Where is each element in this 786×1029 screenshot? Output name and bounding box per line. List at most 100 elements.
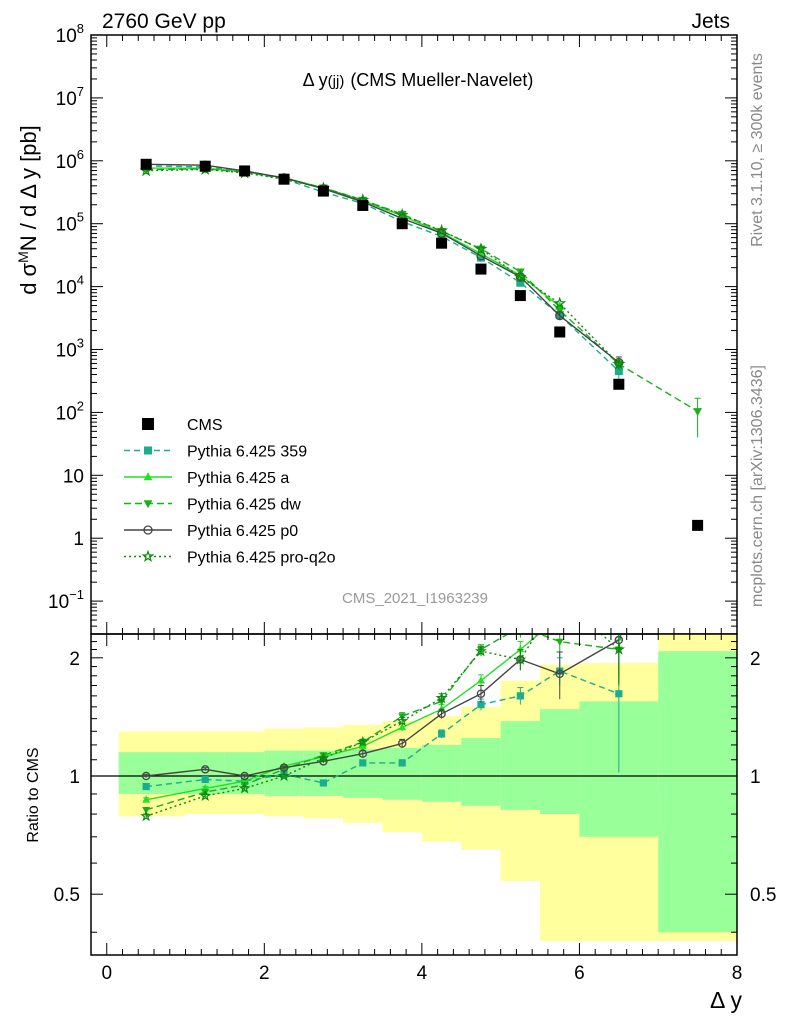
band-inner-8	[461, 737, 501, 806]
cms-point-2	[239, 165, 251, 177]
ratio-tick-label-left-2: 2	[69, 649, 80, 670]
legend-marker-1	[144, 446, 152, 455]
cms-point-9	[514, 290, 526, 302]
legend-marker-4	[143, 525, 153, 535]
ratio-tick-label-right-2: 2	[750, 649, 761, 670]
y-tick-label-4: 104	[56, 273, 84, 299]
ratio-tick-label-right-1: 1	[750, 767, 761, 788]
ratio-frame	[90, 633, 738, 956]
series-ratio-point-1-0	[142, 795, 151, 803]
series-main-point-0-7	[437, 232, 446, 241]
y-tick-label-2: 106	[56, 147, 84, 173]
series-ratio-point-0-0	[142, 782, 150, 791]
series-main-point-4-7	[435, 223, 449, 237]
series-main-point-0-9	[516, 278, 525, 287]
series-ratio-point-4-0	[140, 809, 153, 822]
legend-item-0: CMS	[142, 417, 223, 434]
legend-label-0: CMS	[187, 417, 223, 434]
series-ratio-point-1-8	[477, 676, 485, 684]
series-main-point-0-8	[476, 253, 485, 262]
band-inner-7	[421, 744, 462, 802]
series-ratio-point-4-6	[396, 714, 409, 727]
series-ratio-point-4-7	[435, 691, 448, 704]
series-ratio-point-3-1	[200, 765, 210, 774]
uncertainty-bands	[118, 634, 737, 941]
series-ratio-point-4-4	[317, 751, 330, 764]
series-ratio-point-0-5	[359, 759, 367, 767]
series-ratio-point-4-9	[514, 653, 527, 665]
series-main-point-4-9	[513, 270, 527, 283]
cms-point-1	[199, 160, 211, 172]
cms-point-5	[357, 199, 369, 211]
series-main-point-4-6	[395, 208, 409, 221]
analysis-id: CMS_2021_I1963239	[342, 590, 488, 607]
series-line-ratio-4	[145, 634, 620, 817]
series-ratio-point-4-8	[474, 644, 487, 657]
series-ratio-point-4-5	[356, 735, 369, 748]
ratio-tick-label-left-1: 1	[69, 767, 80, 788]
series-ratio-point-3-6	[397, 739, 407, 748]
cms-point-12	[692, 519, 704, 531]
series-ratio-point-4-2	[238, 782, 251, 794]
series-ratio-point-2-12	[694, 61, 702, 68]
series-line-main-1	[146, 167, 561, 307]
series-ratio-point-4-11	[612, 643, 625, 655]
series-ratio-point-4-3	[277, 769, 291, 782]
legend-label-2: Pythia 6.425 a	[187, 470, 289, 487]
ratio-tick-label-left-0: 0.5	[54, 885, 80, 906]
ratio-tick-label-right-0: 0.5	[750, 885, 776, 906]
series-line-main-3	[146, 163, 620, 364]
series-ratio-point-2-4	[319, 752, 328, 760]
legend-marker-0	[142, 418, 154, 430]
plot-title: Δ y(jj) (CMS Mueller-Navelet)	[303, 70, 534, 90]
main-frame	[90, 34, 738, 635]
main-y-axis-label: d σMN / d Δ y [pb]	[15, 125, 41, 295]
legend-marker-2	[143, 472, 153, 481]
cms-data	[140, 158, 704, 531]
legend-label-5: Pythia 6.425 pro-q2o	[187, 550, 336, 567]
rivet-label: Rivet 3.1.10, ≥ 300k events	[749, 53, 766, 247]
series-ratio-point-2-9	[516, 624, 524, 631]
y-tick-label-7: 10	[63, 466, 84, 487]
series-line-ratio-0	[146, 670, 620, 788]
y-tick-label-6: 102	[56, 398, 84, 424]
series-ratio-point-1-10	[556, 612, 564, 619]
series-main-point-2-12	[693, 408, 703, 417]
y-tick-label-3: 105	[56, 210, 84, 236]
header-left: 2760 GeV pp	[102, 10, 226, 33]
x-tick-label-1: 2	[259, 963, 270, 984]
legend-item-2: Pythia 6.425 a	[124, 470, 289, 487]
legend-item-4: Pythia 6.425 p0	[124, 523, 298, 540]
series-ratio-point-1-6	[398, 723, 407, 731]
legend-label-1: Pythia 6.425 359	[187, 444, 307, 461]
series-main-point-4-10	[553, 296, 567, 309]
series-ratio-point-3-8	[476, 689, 486, 699]
band-inner-9	[500, 721, 541, 810]
y-tick-label-0: 108	[56, 21, 84, 47]
legend-label-4: Pythia 6.425 p0	[187, 523, 298, 540]
series-ratio-point-0-8	[477, 701, 485, 709]
x-tick-label-3: 6	[574, 963, 585, 984]
ratio-plot: 0.5 0.5 1 1 2 2 0 2 4 6 8	[54, 35, 776, 984]
cms-point-10	[554, 326, 566, 338]
legend-label-3: Pythia 6.425 dw	[187, 497, 301, 514]
series-main-point-3-7	[436, 228, 447, 238]
series-ratio-point-3-0	[141, 771, 151, 781]
series-ratio-point-4-1	[199, 789, 212, 801]
ratio-y-ticks: 0.5 0.5 1 1 2 2	[54, 641, 776, 933]
series-ratio-point-0-9	[516, 692, 524, 700]
y-tick-label-8: 1	[73, 529, 84, 550]
series-ratio-point-1-9	[516, 645, 525, 653]
cms-point-8	[475, 263, 487, 275]
legend-marker-5	[141, 549, 155, 562]
series-main-point-4-11	[612, 357, 626, 370]
legend-item-5: Pythia 6.425 pro-q2o	[124, 550, 336, 567]
series-ratio-point-3-5	[358, 749, 368, 758]
band-inner-6	[382, 747, 422, 800]
header-right: Jets	[691, 10, 730, 33]
legend-item-1: Pythia 6.425 359	[124, 444, 307, 461]
x-tick-label-4: 8	[732, 963, 743, 984]
series-line-main-4	[146, 168, 620, 365]
